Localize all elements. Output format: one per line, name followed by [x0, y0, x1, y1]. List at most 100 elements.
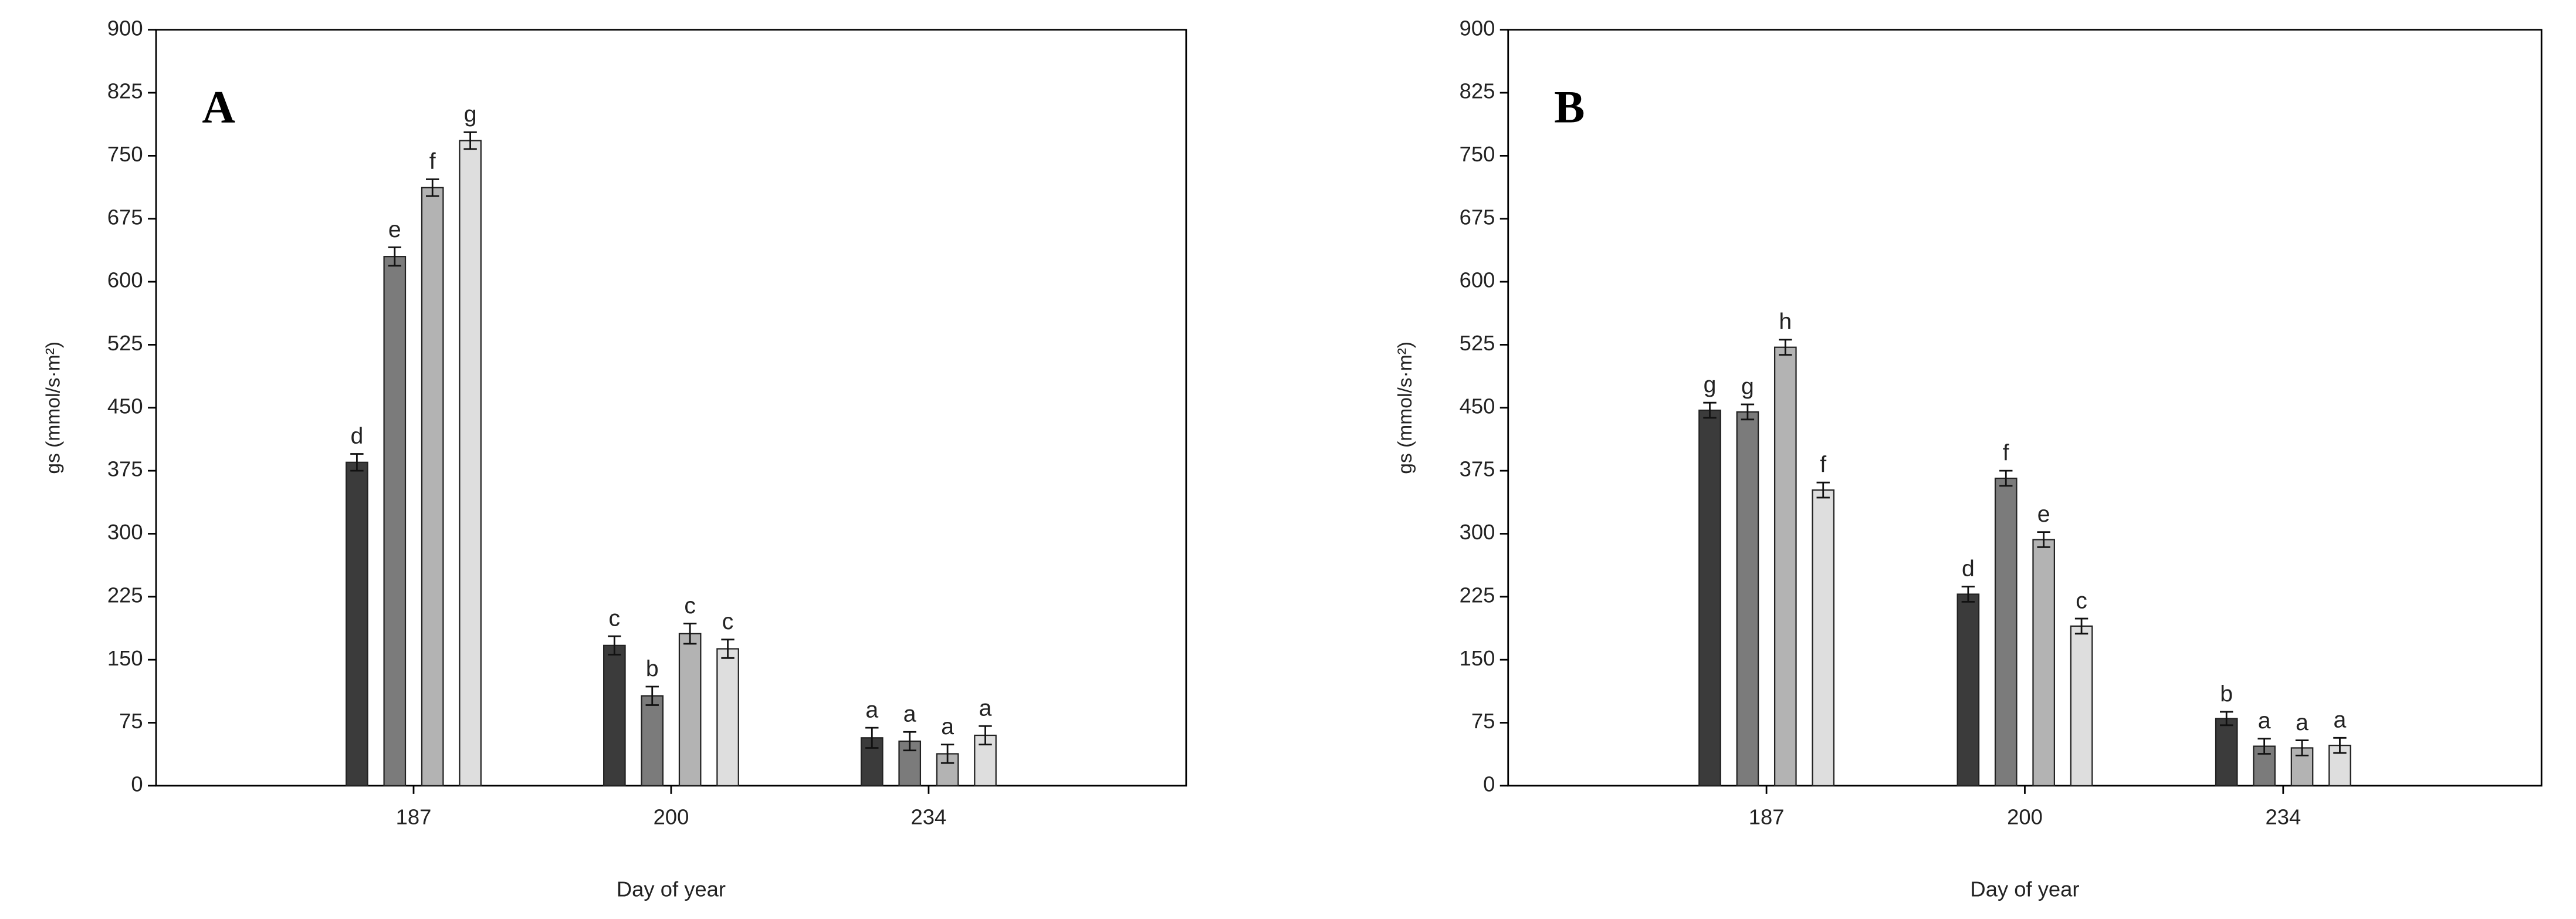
x-tick-label: 200	[654, 805, 689, 829]
significance-letter: g	[464, 102, 477, 127]
y-tick-label: 600	[107, 268, 143, 292]
y-tick-label: 300	[107, 520, 143, 544]
significance-letter: d	[350, 424, 363, 449]
error-bar	[1703, 401, 1717, 419]
error-bar	[2220, 711, 2233, 727]
significance-letter: d	[1962, 556, 1975, 582]
bar	[678, 633, 702, 786]
plot-frame	[1507, 29, 2543, 787]
error-bar	[388, 246, 401, 267]
bar	[1956, 593, 1980, 786]
significance-letter: e	[388, 217, 401, 242]
y-tick-label: 150	[107, 646, 143, 670]
y-tick-label: 225	[107, 583, 143, 607]
significance-letter: f	[429, 149, 436, 174]
y-tick-label: 675	[1460, 205, 1495, 229]
y-tick-label: 375	[107, 457, 143, 481]
bar	[1773, 346, 1797, 786]
error-bar	[1741, 403, 1755, 421]
bar	[603, 644, 626, 786]
error-bar	[2257, 738, 2271, 755]
panel-label: A	[202, 82, 235, 133]
error-bar	[979, 725, 992, 746]
x-axis-label: Day of year	[1970, 877, 2079, 901]
error-bar	[2333, 736, 2347, 754]
x-tick-label: 187	[1749, 805, 1785, 829]
x-tick-label: 234	[911, 805, 947, 829]
bar	[421, 187, 444, 786]
y-tick-label: 525	[107, 331, 143, 355]
x-axis-label: Day of year	[617, 877, 726, 901]
y-axis-label: gs (mmol/s·m²)	[1394, 342, 1416, 474]
bar	[383, 256, 407, 786]
bar	[2215, 718, 2238, 786]
error-bar	[2037, 531, 2050, 548]
bar	[1698, 409, 1721, 786]
significance-letter: a	[903, 702, 916, 727]
significance-letter: c	[684, 593, 696, 619]
error-bar	[1816, 481, 1830, 499]
y-tick-label: 450	[1460, 394, 1495, 418]
bar	[2032, 539, 2055, 786]
error-bar	[425, 178, 439, 197]
bar	[2070, 625, 2093, 786]
y-tick-label: 825	[1460, 79, 1495, 103]
x-tick-label: 187	[396, 805, 432, 829]
significance-letter: g	[1704, 373, 1717, 398]
error-bar	[683, 623, 697, 645]
significance-letter: e	[2037, 502, 2050, 527]
y-tick-label: 300	[1460, 520, 1495, 544]
error-bar	[2074, 617, 2088, 635]
x-tick-label: 234	[2265, 805, 2301, 829]
y-tick-label: 150	[1460, 646, 1495, 670]
significance-letter: f	[1820, 452, 1826, 478]
y-tick-label: 375	[1460, 457, 1495, 481]
significance-letter: c	[722, 609, 734, 634]
significance-letter: a	[865, 697, 878, 722]
y-tick-label: 600	[1460, 268, 1495, 292]
significance-letter: b	[2220, 681, 2233, 707]
error-bar	[1779, 339, 1792, 356]
significance-letter: a	[979, 696, 992, 721]
bar	[1994, 477, 2018, 786]
significance-letter: f	[2003, 440, 2009, 465]
error-bar	[1999, 469, 2013, 487]
error-bar	[903, 731, 916, 752]
bar	[459, 140, 482, 786]
error-bar	[2295, 739, 2309, 756]
bar	[641, 695, 664, 786]
significance-letter: a	[2334, 708, 2347, 733]
y-tick-label: 900	[1460, 16, 1495, 40]
error-bar	[940, 744, 954, 764]
bar	[716, 648, 739, 786]
y-tick-label: 750	[1460, 142, 1495, 166]
error-bar	[463, 131, 477, 150]
error-bar	[721, 638, 734, 659]
panel-label: B	[1554, 82, 1585, 133]
error-bar	[1961, 586, 1975, 603]
y-tick-label: 900	[107, 16, 143, 40]
error-bar	[608, 635, 621, 656]
y-tick-label: 0	[1483, 772, 1495, 796]
bar	[1812, 489, 1835, 786]
bar	[346, 461, 368, 786]
y-tick-label: 75	[1471, 709, 1495, 733]
significance-letter: a	[941, 714, 954, 739]
y-tick-label: 825	[107, 79, 143, 103]
y-tick-label: 525	[1460, 331, 1495, 355]
significance-letter: a	[2296, 710, 2308, 735]
error-bar	[865, 727, 879, 749]
error-bar	[350, 453, 364, 472]
y-tick-label: 0	[131, 772, 143, 796]
x-tick-label: 200	[2007, 805, 2043, 829]
significance-letter: a	[2258, 708, 2271, 734]
y-tick-label: 675	[107, 205, 143, 229]
y-tick-label: 225	[1460, 583, 1495, 607]
y-tick-label: 450	[107, 394, 143, 418]
y-tick-label: 75	[119, 709, 143, 733]
significance-letter: g	[1741, 374, 1754, 399]
error-bar	[645, 685, 659, 706]
significance-letter: h	[1779, 309, 1792, 335]
plot-frame	[155, 29, 1187, 787]
